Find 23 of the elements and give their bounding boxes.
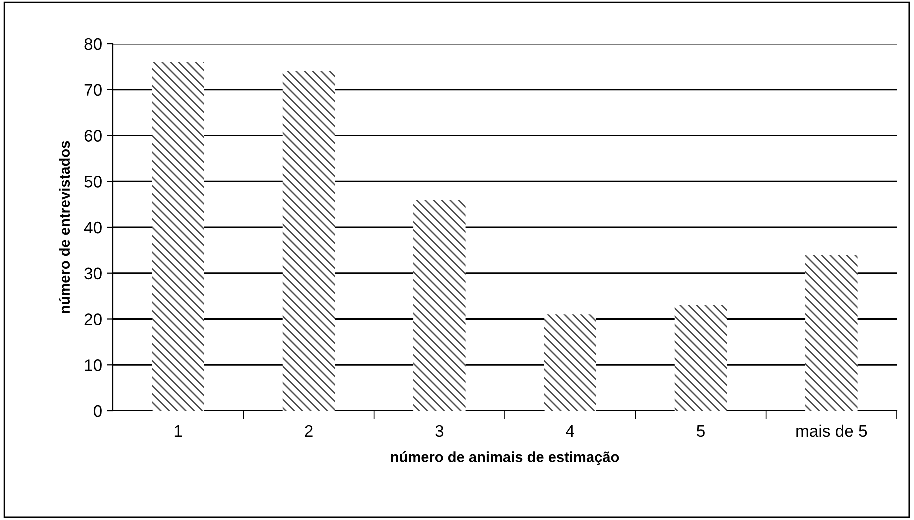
y-tick-label: 60 (84, 130, 102, 142)
y-tick-label: 0 (94, 405, 102, 418)
x-tick-label: mais de 5 (796, 424, 868, 438)
y-tick-label: 70 (84, 84, 102, 96)
y-tick-label: 30 (84, 268, 102, 280)
y-tick-label: 40 (84, 222, 102, 234)
x-tick-label: 2 (305, 425, 313, 437)
bar (674, 305, 728, 411)
y-axis-title: número de entrevistados (59, 141, 70, 314)
y-tick-label: 10 (85, 360, 102, 372)
bar (152, 62, 204, 411)
y-tick-label: 50 (84, 176, 102, 188)
bar (414, 200, 466, 411)
x-tick-label: 3 (436, 425, 444, 438)
bar (544, 314, 596, 411)
y-tick-label: 20 (84, 314, 102, 326)
bar (282, 72, 336, 411)
bar (806, 255, 858, 411)
x-axis-title: número de animais de estimação (391, 452, 620, 466)
x-tick-label: 4 (566, 426, 574, 437)
y-tick-label: 80 (84, 38, 102, 50)
x-tick-label: 1 (174, 426, 182, 437)
x-tick-label: 5 (697, 426, 705, 438)
